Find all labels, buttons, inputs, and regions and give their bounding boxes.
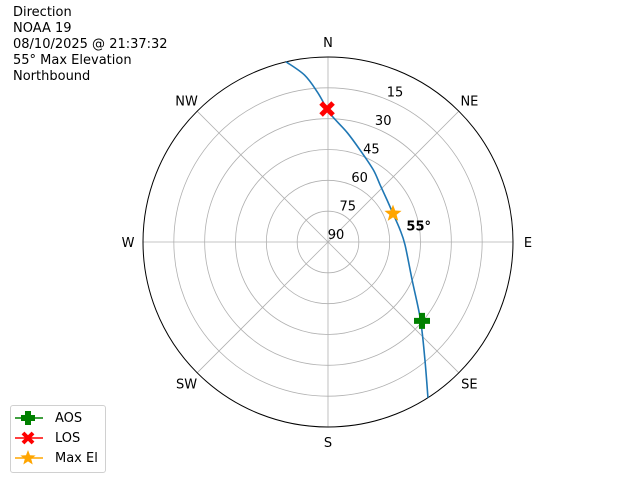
- legend-label: LOS: [55, 430, 81, 446]
- direction-label: N: [323, 36, 333, 51]
- outer-circle: [142, 56, 514, 428]
- radial-tick-label: 90: [328, 228, 345, 243]
- direction-label: W: [122, 236, 135, 251]
- grid-spoke: [327, 241, 460, 374]
- title-line: 08/10/2025 @ 21:37:32: [13, 37, 168, 52]
- radial-tick-label: 30: [375, 114, 392, 129]
- direction-label: S: [324, 436, 332, 451]
- direction-label: SW: [176, 377, 197, 392]
- legend-item-los: LOS: [11, 428, 80, 448]
- title-line: Direction: [13, 5, 72, 20]
- title-line: NOAA 19: [13, 21, 72, 36]
- direction-label: NE: [460, 95, 478, 110]
- direction-label: NW: [175, 95, 198, 110]
- max-el-marker: [384, 204, 402, 221]
- legend-label: AOS: [55, 410, 83, 426]
- radial-tick-label: 45: [363, 143, 380, 158]
- legend-label: Max El: [55, 450, 98, 466]
- aos-marker: [414, 312, 431, 329]
- star-icon: [15, 450, 43, 465]
- title-line: Northbound: [13, 69, 91, 84]
- chart-title: Direction NOAA 19 08/10/2025 @ 21:37:32 …: [13, 5, 168, 85]
- x-icon: [15, 431, 43, 445]
- radial-tick-label: 60: [351, 171, 368, 186]
- los-marker: [319, 101, 335, 117]
- grid-spoke: [327, 110, 460, 243]
- legend: AOS LOS Max El: [10, 405, 106, 473]
- legend-item-aos: AOS: [11, 408, 82, 428]
- direction-label: E: [524, 236, 532, 251]
- legend-item-max-el: Max El: [11, 448, 98, 468]
- direction-label: SE: [461, 377, 477, 392]
- title-line: 55° Max Elevation: [13, 53, 132, 68]
- grid-spoke: [196, 110, 329, 243]
- grid-spoke: [196, 241, 329, 374]
- plus-icon: [15, 411, 43, 425]
- radial-tick-label: 15: [387, 86, 404, 101]
- radial-tick-label: 75: [340, 200, 357, 215]
- max-elevation-annotation: 55°: [406, 219, 431, 234]
